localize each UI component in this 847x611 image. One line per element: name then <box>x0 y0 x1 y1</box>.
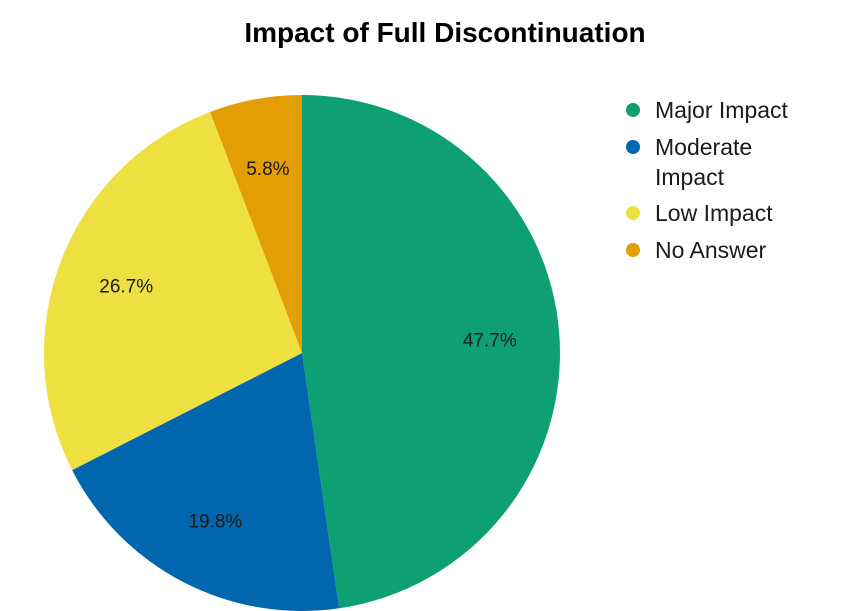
legend-item-low-impact: Low Impact <box>626 200 773 226</box>
pie-slice-moderate-impact <box>72 353 340 611</box>
legend-label-no-answer: No Answer <box>655 237 767 263</box>
legend-label-moderate-impact: Moderate Impact <box>655 134 752 190</box>
legend-item-no-answer: No Answer <box>626 237 767 263</box>
pie-group <box>43 95 560 611</box>
pie-slice-major-impact <box>302 95 560 609</box>
legend-item-moderate-impact: Moderate Impact <box>626 134 752 190</box>
legend-item-major-impact: Major Impact <box>626 97 789 123</box>
legend-label-major-impact: Major Impact <box>655 97 789 123</box>
chart-title: Impact of Full Discontinuation <box>244 17 645 48</box>
legend: Major Impact Moderate Impact Low Impact No A… <box>626 97 789 263</box>
legend-swatch-moderate-impact <box>626 140 640 154</box>
pie-slice-low-impact <box>43 111 303 471</box>
legend-swatch-major-impact <box>626 103 640 117</box>
data-label-moderate-impact: 19.8% <box>188 511 242 532</box>
slice-labels: 47.7% 19.8% 26.7% 5.8% <box>99 159 517 532</box>
legend-swatch-no-answer <box>626 243 640 257</box>
data-label-no-answer: 5.8% <box>246 159 289 180</box>
legend-swatch-low-impact <box>626 206 640 220</box>
legend-label-low-impact: Low Impact <box>655 200 773 226</box>
data-label-major-impact: 47.7% <box>463 330 517 351</box>
data-label-low-impact: 26.7% <box>99 276 153 297</box>
pie-slice-no-answer <box>210 95 302 353</box>
